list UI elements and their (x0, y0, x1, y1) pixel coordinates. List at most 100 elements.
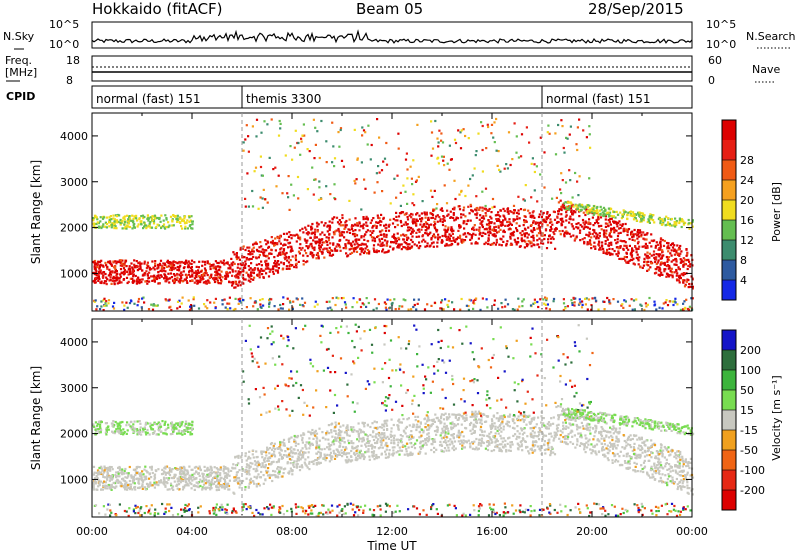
data-cell (620, 304, 623, 307)
data-cell (431, 235, 435, 238)
data-cell (569, 235, 572, 238)
data-cell (623, 255, 626, 259)
data-cell (325, 247, 328, 250)
data-cell (93, 225, 96, 228)
data-cell (152, 266, 155, 269)
data-cell (289, 264, 292, 267)
data-cell (127, 475, 130, 478)
data-cell (530, 241, 533, 244)
data-cell (305, 228, 308, 231)
data-cell (626, 231, 629, 234)
data-cell (249, 297, 252, 300)
data-cell (153, 483, 156, 486)
data-cell (665, 275, 668, 278)
data-cell (299, 153, 302, 156)
data-cell (652, 253, 655, 256)
data-cell (178, 281, 181, 284)
data-cell (232, 282, 235, 285)
data-cell (491, 233, 494, 236)
data-cell (255, 118, 259, 121)
data-cell (608, 232, 611, 235)
data-cell (682, 265, 685, 268)
data-cell (674, 225, 677, 228)
data-cell (471, 209, 474, 212)
data-cell (641, 266, 644, 269)
data-cell (317, 223, 320, 226)
data-cell (156, 304, 159, 307)
data-cell (678, 220, 681, 223)
data-cell (342, 247, 345, 250)
data-cell (259, 305, 262, 308)
data-cell (111, 485, 114, 489)
data-cell (385, 233, 388, 236)
data-cell (685, 248, 688, 251)
data-cell (533, 244, 536, 247)
data-cell (502, 240, 505, 243)
data-cell (493, 303, 496, 306)
data-cell (484, 232, 487, 235)
data-cell (604, 225, 607, 228)
data-cell (228, 271, 231, 274)
data-cell (458, 193, 461, 196)
data-cell (157, 224, 161, 227)
data-cell (467, 308, 470, 311)
data-cell (395, 242, 398, 245)
data-cell (407, 308, 410, 311)
data-cell (444, 439, 447, 442)
data-cell (298, 469, 302, 472)
data-cell (302, 123, 305, 126)
data-cell (574, 171, 577, 175)
data-cell (459, 225, 462, 229)
data-cell (109, 278, 112, 281)
data-cell (442, 155, 445, 158)
data-cell (102, 274, 105, 277)
data-cell (295, 463, 298, 466)
data-cell (474, 154, 477, 157)
data-cell (282, 472, 285, 475)
data-cell (594, 450, 597, 453)
data-cell (366, 239, 369, 243)
data-cell (234, 307, 237, 311)
data-cell (634, 213, 637, 216)
ytick-label: 1000 (60, 267, 88, 280)
data-cell (191, 227, 194, 230)
data-cell (491, 206, 494, 209)
data-cell (259, 196, 262, 199)
data-cell (546, 211, 549, 214)
data-cell (507, 131, 511, 134)
data-cell (122, 270, 125, 274)
data-cell (672, 259, 675, 262)
data-cell (539, 136, 542, 139)
data-cell (141, 483, 144, 486)
data-cell (691, 287, 694, 290)
data-cell (430, 216, 433, 220)
data-cell (328, 254, 331, 257)
data-cell (494, 235, 497, 238)
data-cell (375, 433, 378, 436)
data-cell (303, 301, 307, 304)
data-cell (137, 297, 141, 301)
data-cell (493, 141, 496, 144)
data-cell (289, 467, 292, 470)
data-cell (537, 224, 540, 227)
data-cell (289, 145, 292, 148)
data-cell (109, 270, 112, 273)
data-cell (424, 240, 427, 243)
data-cell (189, 219, 192, 222)
data-cell (146, 282, 149, 285)
data-cell (232, 308, 235, 311)
data-cell (608, 220, 611, 223)
data-cell (650, 218, 653, 221)
data-cell (547, 238, 550, 241)
data-cell (469, 203, 472, 206)
data-cell (480, 121, 483, 124)
data-cell (344, 226, 347, 229)
data-cell (176, 217, 179, 220)
data-cell (449, 244, 452, 247)
data-cell (336, 249, 339, 252)
data-cell (338, 440, 341, 443)
data-cell (682, 474, 685, 478)
data-cell (618, 427, 621, 430)
data-cell (570, 205, 573, 208)
data-cell (541, 220, 544, 223)
